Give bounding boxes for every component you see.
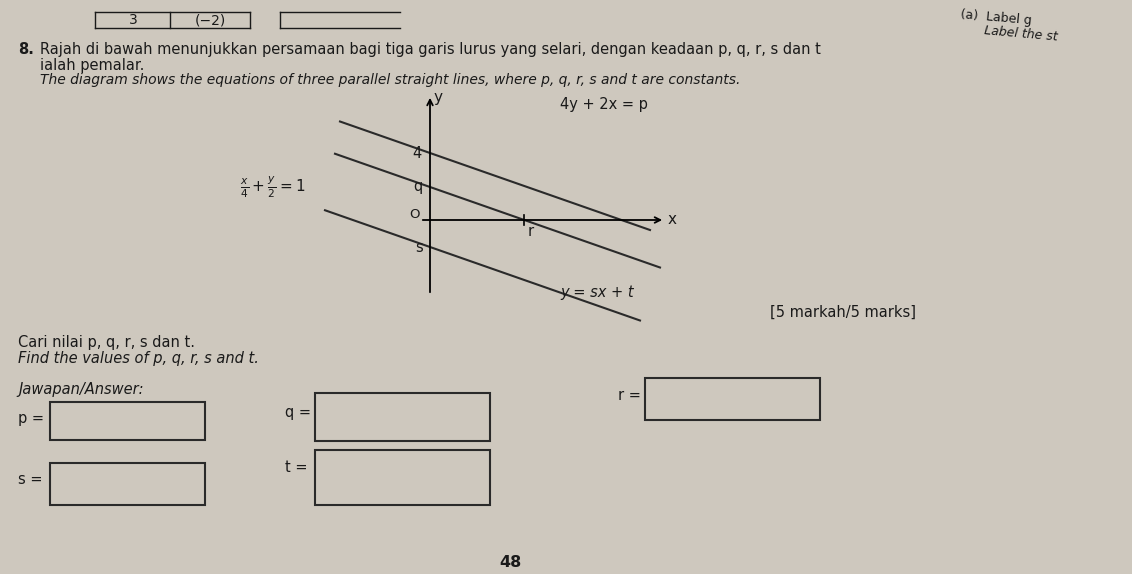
Text: (a)  Label g: (a) Label g <box>960 8 1032 27</box>
Text: ialah pemalar.: ialah pemalar. <box>40 58 145 73</box>
Text: r: r <box>528 223 533 239</box>
Text: y = sx + t: y = sx + t <box>560 285 634 301</box>
Text: 48: 48 <box>499 555 521 570</box>
Text: $\frac{x}{4}+\frac{y}{2}=1$: $\frac{x}{4}+\frac{y}{2}=1$ <box>240 174 306 200</box>
Bar <box>50 402 205 440</box>
Bar <box>315 393 490 441</box>
Text: The diagram shows the equations of three parallel straight lines, where p, q, r,: The diagram shows the equations of three… <box>40 73 740 87</box>
Text: x: x <box>668 212 677 227</box>
Text: [5 markah/5 marks]: [5 markah/5 marks] <box>770 305 916 320</box>
Text: 8.: 8. <box>18 42 34 57</box>
Text: s =: s = <box>18 472 43 487</box>
Bar <box>50 463 205 505</box>
Text: O: O <box>410 208 420 222</box>
Text: 4y + 2x = p: 4y + 2x = p <box>560 98 648 113</box>
Text: t =: t = <box>285 460 308 475</box>
Text: y: y <box>434 90 443 105</box>
Text: q =: q = <box>285 405 311 420</box>
Text: Rajah di bawah menunjukkan persamaan bagi tiga garis lurus yang selari, dengan k: Rajah di bawah menunjukkan persamaan bag… <box>40 42 821 57</box>
Bar <box>645 378 820 420</box>
Text: r =: r = <box>618 387 641 402</box>
Text: (−2): (−2) <box>195 13 225 27</box>
Text: Jawapan/Answer:: Jawapan/Answer: <box>18 382 144 397</box>
Text: q: q <box>414 180 423 195</box>
Text: s: s <box>415 239 423 254</box>
Text: Find the values of p, q, r, s and t.: Find the values of p, q, r, s and t. <box>18 351 259 366</box>
Text: p =: p = <box>18 410 44 425</box>
Text: 4: 4 <box>413 145 422 161</box>
Text: Label the st: Label the st <box>960 22 1058 44</box>
Text: Cari nilai p, q, r, s dan t.: Cari nilai p, q, r, s dan t. <box>18 335 195 350</box>
Text: 3: 3 <box>129 13 137 27</box>
Bar <box>315 450 490 505</box>
